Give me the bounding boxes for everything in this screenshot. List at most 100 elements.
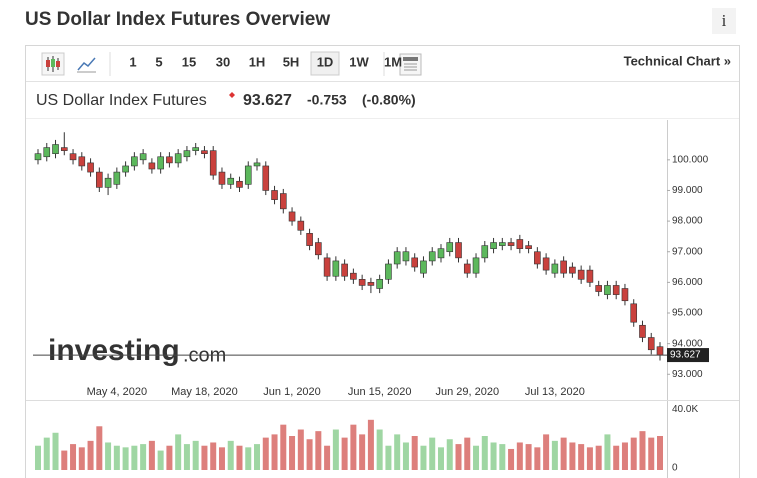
candle-body: [420, 260, 427, 274]
candle-body: [323, 257, 331, 277]
volume-bar: [490, 442, 497, 470]
volume-bar: [43, 437, 50, 470]
calendar-icon[interactable]: [399, 53, 422, 76]
volume-bar: [657, 436, 663, 470]
volume-bar: [551, 440, 558, 470]
candle-body: [43, 147, 51, 158]
candle-body: [647, 337, 655, 351]
volume-bar: [411, 436, 418, 470]
info-button[interactable]: [712, 8, 736, 34]
volume-bar: [543, 434, 550, 470]
volume-bar: [78, 447, 85, 470]
volume-bar: [140, 444, 147, 470]
candle-body: [560, 260, 567, 274]
y-tick-label: 100.000: [672, 154, 709, 165]
candle-body: [463, 263, 471, 274]
candle-body: [367, 282, 375, 286]
interval-button[interactable]: 15: [182, 54, 196, 69]
volume-bar: [122, 447, 129, 470]
candle-body: [96, 171, 103, 188]
volume-bar: [578, 444, 585, 470]
candle-body: [279, 193, 287, 210]
interval-button[interactable]: 1W: [349, 54, 369, 69]
candle-body: [499, 242, 506, 246]
candle-body: [411, 257, 419, 268]
candle-body: [437, 248, 445, 259]
candle-body: [209, 150, 217, 176]
candle-body: [139, 153, 147, 161]
volume-bar: [359, 434, 366, 470]
x-tick-label: Jun 29, 2020: [435, 386, 499, 398]
volume-bar: [201, 445, 208, 470]
volume-bar: [289, 436, 296, 470]
volume-bar: [52, 432, 59, 470]
candle-body: [428, 251, 436, 262]
volume-bar: [236, 445, 243, 470]
volume-bar: [464, 437, 471, 470]
interval-button[interactable]: 5: [155, 54, 162, 69]
volume-bar: [131, 445, 138, 470]
volume-bar: [437, 447, 444, 470]
y-tick-label: 98.000: [672, 216, 703, 227]
last-price-tag: [667, 348, 709, 363]
volume-bar: [315, 431, 322, 470]
candle-body: [525, 245, 532, 249]
candle-body: [516, 239, 524, 249]
page-title: US Dollar Index Futures Overview: [25, 9, 330, 30]
volume-bar: [183, 444, 190, 470]
interval-button[interactable]: 5H: [283, 54, 300, 69]
candle-body: [446, 242, 454, 253]
candle-body: [332, 260, 340, 277]
candle-body: [376, 279, 383, 289]
candle-body: [104, 177, 112, 188]
candle-body: [227, 177, 235, 185]
volume-bar: [105, 442, 112, 470]
volume-bar: [262, 437, 269, 470]
candle-body: [630, 303, 638, 323]
volume-bar: [560, 437, 567, 470]
x-tick-label: Jul 13, 2020: [525, 386, 585, 398]
volume-bar: [481, 436, 488, 470]
interval-button[interactable]: 1H: [249, 54, 266, 69]
volume-bar: [332, 429, 339, 470]
volume-bar: [376, 429, 383, 470]
volume-bar: [455, 444, 462, 470]
volume-bar: [175, 434, 182, 470]
interval-button[interactable]: 1D: [317, 54, 334, 69]
price-change: -0.753: [307, 92, 347, 108]
volume-bar: [446, 439, 453, 470]
interval-button[interactable]: 1: [129, 54, 136, 69]
volume-tick-label: 0: [672, 463, 678, 474]
technical-chart-link[interactable]: Technical Chart »: [624, 53, 731, 68]
candle-body: [621, 288, 629, 302]
volume-bar: [113, 445, 120, 470]
volume-bar: [385, 445, 392, 470]
candle-body: [271, 190, 278, 200]
candle-body: [350, 272, 357, 280]
candle-body: [244, 165, 252, 185]
line-icon[interactable]: [77, 57, 96, 73]
candle-icon[interactable]: [41, 52, 65, 76]
volume-bar: [341, 437, 348, 470]
y-tick-label: 93.000: [672, 369, 703, 380]
info-icon[interactable]: i: [722, 11, 727, 30]
candle-body: [507, 242, 515, 246]
candle-body: [358, 279, 366, 286]
candle-body: [218, 171, 226, 185]
candle-body: [534, 251, 541, 265]
interval-button[interactable]: 1M: [384, 54, 402, 69]
interval-button[interactable]: 30: [216, 54, 230, 69]
watermark-brand: investing: [48, 334, 180, 367]
volume-bar: [306, 439, 313, 470]
volume-bar: [429, 437, 436, 470]
volume-bar: [613, 445, 620, 470]
interval-active[interactable]: [310, 51, 340, 76]
price-change-pct: (-0.80%): [362, 92, 416, 108]
candle-body: [166, 156, 173, 164]
candle-body: [481, 245, 489, 259]
volume-bar: [96, 426, 103, 470]
volume-bar: [61, 450, 68, 470]
volume-bar: [280, 424, 287, 470]
candle-body: [60, 147, 68, 151]
y-tick-label: 99.000: [672, 185, 703, 196]
